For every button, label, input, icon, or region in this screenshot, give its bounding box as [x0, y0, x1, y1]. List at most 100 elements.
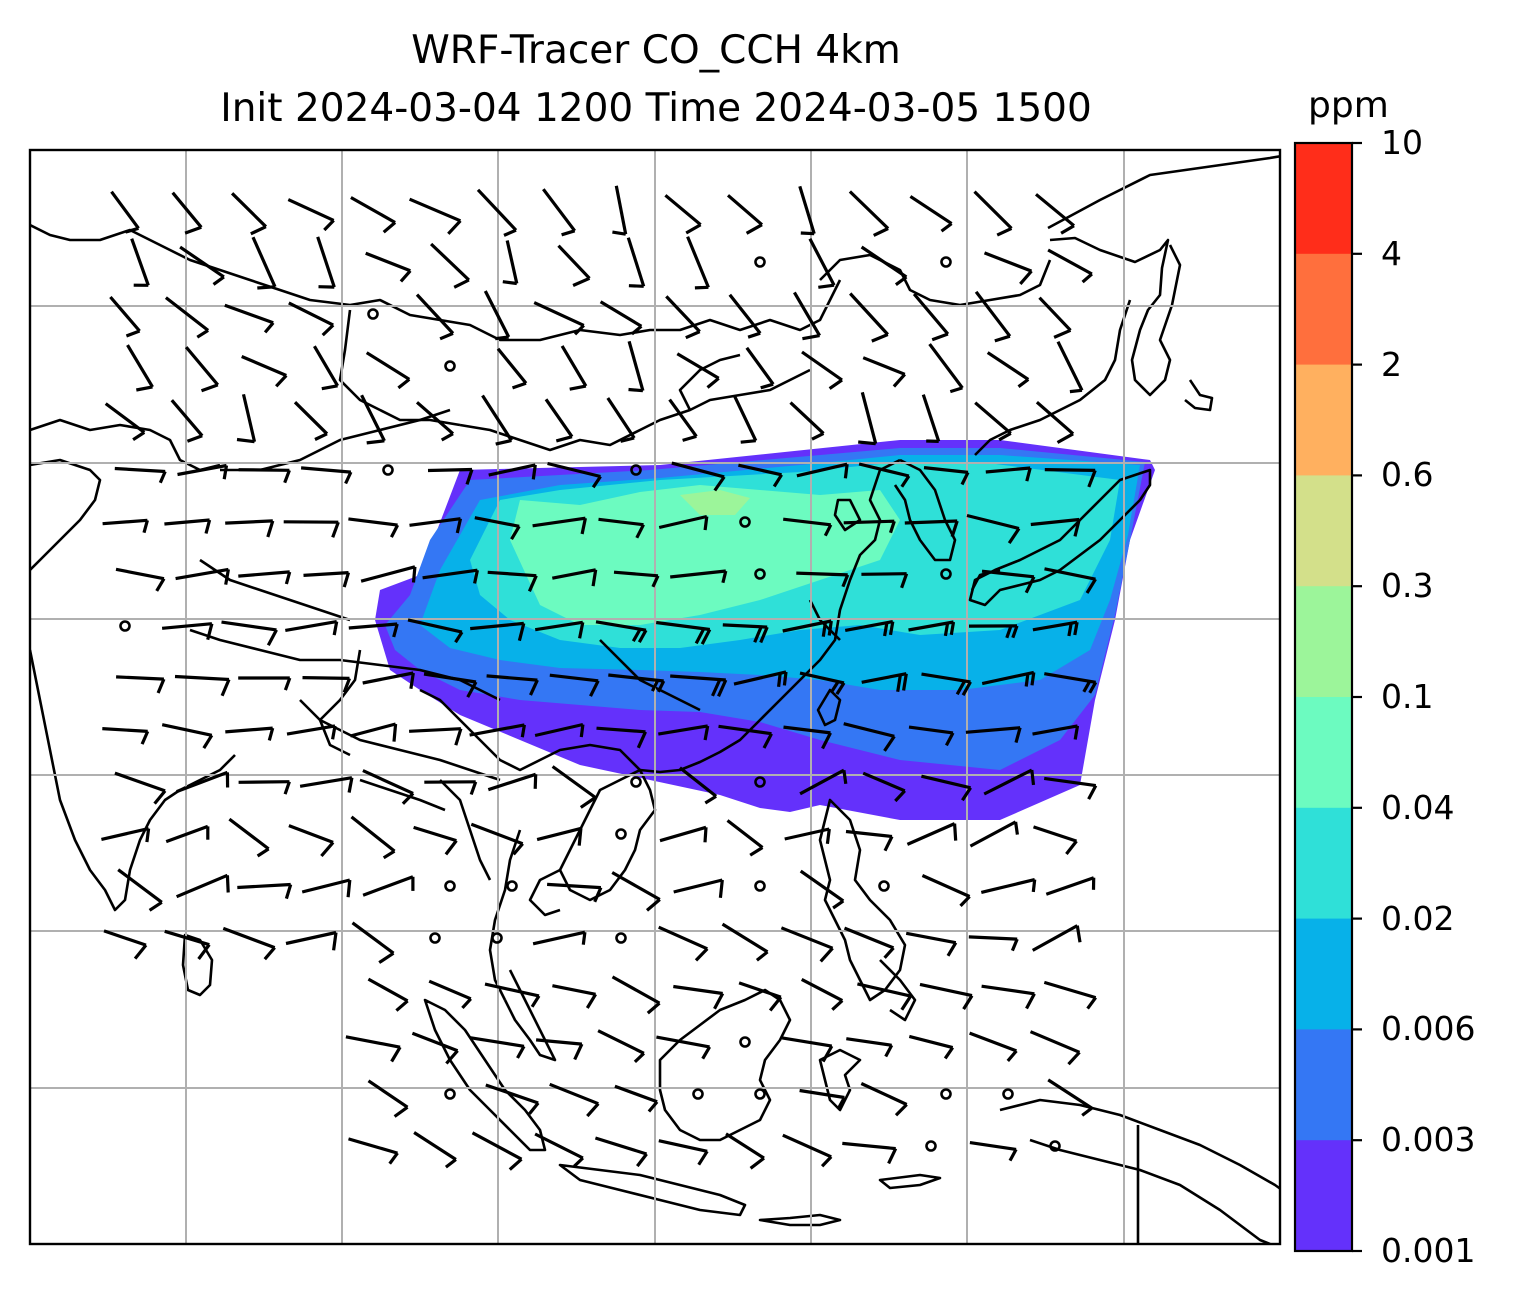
wind-barb-flag: [1060, 224, 1075, 235]
wind-barb-shaft: [613, 570, 659, 578]
wind-barb-flag: [900, 995, 912, 1011]
wind-barb-shaft: [845, 829, 893, 839]
wind-barb-flag: [347, 777, 354, 793]
wind-barb-flag: [800, 231, 815, 236]
wind-barb-flag: [821, 621, 827, 637]
wind-barb-flag: [940, 222, 953, 233]
colorbar-swatch: [1295, 1029, 1352, 1141]
wind-barb-shaft: [796, 462, 848, 478]
wind-barb-flag: [753, 626, 763, 643]
wind-barb-flag: [591, 475, 602, 489]
wind-barb-shaft: [860, 391, 878, 445]
calm-marker: [940, 1088, 952, 1100]
wind-barb-flag: [153, 789, 167, 805]
wind-barb-shaft: [861, 572, 907, 576]
wind-barb-flag: [1030, 672, 1036, 686]
wind-barb-shaft: [846, 1037, 892, 1047]
wind-barb-shaft: [177, 463, 227, 477]
wind-barb-flag: [685, 330, 701, 340]
wind-barb-shaft: [362, 769, 414, 795]
wind-barb-shaft: [597, 1029, 645, 1055]
wind-barb-flag: [1073, 621, 1079, 636]
wind-barb-flag: [697, 1150, 709, 1166]
wind-barb-flag: [397, 378, 411, 390]
wind-barb-flag: [631, 628, 642, 642]
wind-barb-shaft: [801, 350, 843, 382]
wind-barb-shaft: [668, 398, 698, 438]
wind-barb-shaft: [608, 673, 664, 683]
wind-barb-shaft: [362, 671, 414, 685]
wind-barb-flag: [711, 678, 722, 697]
wind-barb-shaft: [241, 393, 257, 443]
wind-barb-shaft: [783, 517, 831, 527]
wind-barb-flag: [717, 679, 728, 697]
wind-barb-shaft: [552, 984, 596, 996]
calm-marker: [367, 308, 379, 320]
wind-barb-shaft: [782, 619, 832, 633]
wind-barb-flag: [1053, 328, 1072, 339]
wind-barb-shaft: [164, 296, 210, 332]
calm-marker: [1002, 1088, 1014, 1100]
wind-barb-shaft: [655, 620, 711, 632]
wind-barb-shaft: [858, 462, 910, 478]
wind-barb-shaft: [175, 873, 229, 899]
calm-marker: [754, 256, 766, 268]
colorbar-tick-label: 4: [1381, 233, 1402, 273]
wind-barb-shaft: [596, 726, 646, 734]
wind-barb-shaft: [407, 618, 463, 634]
wind-barb-shaft: [1031, 924, 1079, 952]
calm-marker: [878, 880, 890, 892]
wind-barb-flag: [749, 846, 764, 857]
wind-barb-shaft: [415, 401, 455, 435]
wind-barb-flag: [694, 947, 709, 962]
wind-barb-flag: [469, 781, 478, 796]
wind-barb-shaft: [103, 929, 147, 947]
wind-barb-flag: [1007, 527, 1021, 544]
wind-barb-shaft: [301, 878, 351, 894]
wind-barb-flag: [745, 223, 763, 235]
wind-barb-shaft: [1032, 724, 1078, 736]
wind-barb-flag: [762, 732, 773, 749]
wind-barb-shaft: [985, 466, 1031, 474]
wind-barb-flag: [633, 1052, 646, 1064]
calm-marker: [739, 1036, 751, 1048]
wind-barb-flag: [883, 622, 889, 637]
calm-marker: [739, 516, 751, 528]
wind-barb-flag: [531, 464, 537, 480]
wind-barb-shaft: [302, 676, 350, 680]
wind-barb-shaft: [1044, 468, 1096, 472]
wind-barb-flag: [682, 434, 697, 442]
wind-barb-flag: [466, 681, 478, 698]
wind-barb-flag: [284, 884, 293, 900]
wind-barb-shaft: [969, 820, 1017, 848]
colorbar-swatch: [1295, 475, 1352, 587]
wind-barb-flag: [204, 519, 212, 534]
wind-barb-flag: [959, 895, 971, 908]
wind-barb-shaft: [738, 981, 782, 999]
wind-barb-flag: [573, 324, 585, 336]
wind-barb-shaft: [921, 874, 971, 898]
wind-barb-flag: [620, 436, 635, 443]
wind-barb-flag: [1010, 938, 1019, 952]
wind-barb-flag: [133, 944, 148, 960]
wind-barb-flag: [585, 993, 597, 1009]
wind-barb-flag: [445, 1049, 459, 1065]
wind-barb-flag: [589, 680, 600, 697]
wind-barb-shaft: [594, 1136, 648, 1156]
wind-barb-flag: [444, 1158, 457, 1169]
colorbar-swatch: [1295, 697, 1352, 809]
wind-barb-flag: [759, 626, 769, 644]
wind-barb-shaft: [974, 401, 1012, 435]
wind-barb-flag: [454, 728, 463, 746]
wind-barb-shaft: [921, 394, 941, 442]
colorbar-swatch: [1295, 143, 1352, 255]
wind-barb-flag: [530, 995, 541, 1008]
wind-barb-flag: [703, 516, 709, 531]
wind-barb-shaft: [409, 517, 461, 527]
wind-barb-flag: [900, 475, 911, 488]
wind-barb-shaft: [349, 722, 397, 738]
wind-barb-shaft: [165, 824, 209, 844]
colorbar-swatch: [1295, 253, 1352, 366]
wind-barbs: [101, 185, 1098, 1171]
wind-barb-flag: [953, 823, 958, 841]
